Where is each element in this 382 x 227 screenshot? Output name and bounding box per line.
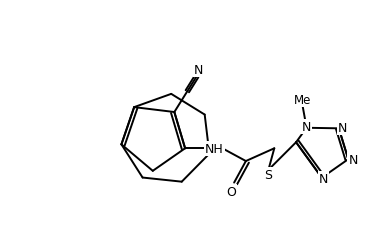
Text: N: N (319, 172, 329, 185)
Text: Me: Me (294, 94, 311, 106)
Text: O: O (226, 185, 236, 198)
Text: N: N (302, 121, 311, 134)
Text: NH: NH (205, 142, 224, 155)
Text: N: N (348, 153, 358, 166)
Text: S: S (264, 168, 272, 181)
Text: N: N (194, 64, 203, 77)
Text: N: N (338, 121, 348, 134)
